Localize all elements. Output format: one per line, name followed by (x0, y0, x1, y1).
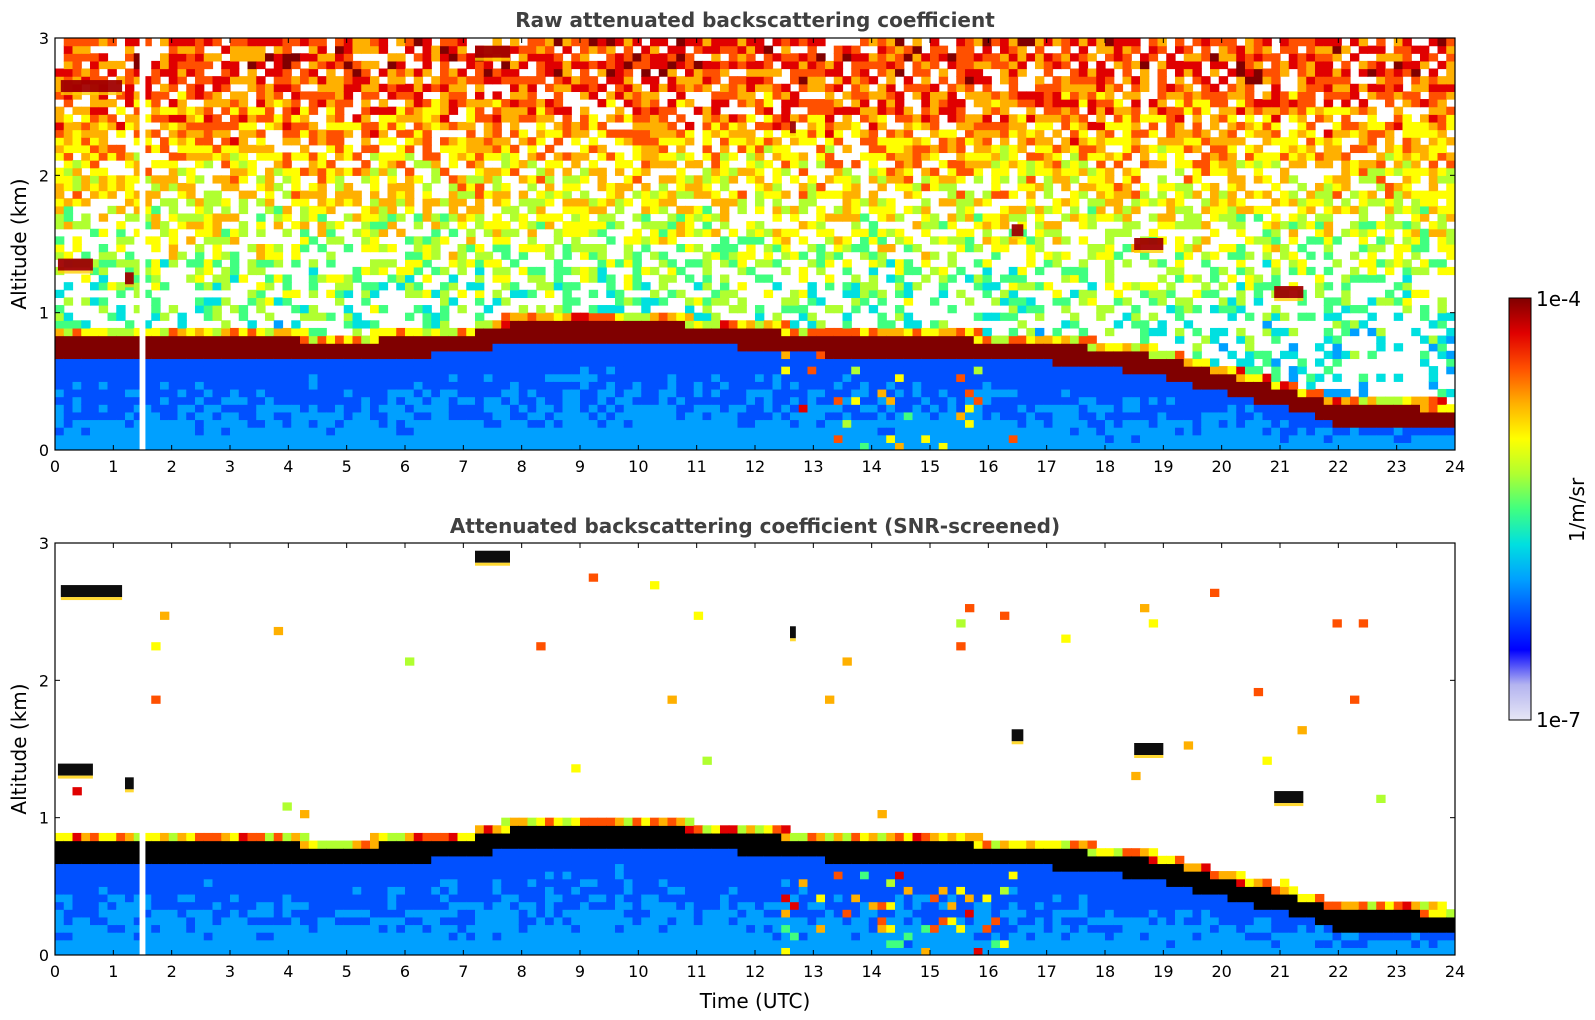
x-tick-label: 11 (686, 457, 706, 476)
ylabel-screened: Altitude (km) (7, 683, 31, 814)
screened-backscatter-heatmap (55, 543, 1455, 955)
x-tick-label: 4 (283, 962, 293, 981)
x-tick-label: 5 (342, 962, 352, 981)
x-tick-label: 19 (1153, 962, 1173, 981)
x-tick-label: 5 (342, 457, 352, 476)
x-tick-label: 22 (1328, 962, 1348, 981)
colorbar (1508, 297, 1532, 721)
x-tick-label: 8 (517, 457, 527, 476)
x-tick-label: 0 (50, 962, 60, 981)
x-tick-label: 21 (1270, 457, 1290, 476)
x-tick-label: 11 (686, 962, 706, 981)
x-tick-label: 24 (1445, 457, 1465, 476)
x-tick-label: 10 (628, 457, 648, 476)
x-tick-label: 16 (978, 962, 998, 981)
x-tick-label: 12 (745, 457, 765, 476)
xlabel-time: Time (UTC) (699, 989, 811, 1013)
x-tick-label: 13 (803, 457, 823, 476)
x-tick-label: 7 (458, 457, 468, 476)
y-tick-label: 1 (39, 304, 49, 323)
x-tick-label: 18 (1095, 962, 1115, 981)
x-tick-label: 23 (1386, 962, 1406, 981)
x-tick-label: 15 (920, 962, 940, 981)
axis-ticks-screened: 0 1 2 3 4 5 6 7 8 9 10 11 12 13 14 15 16 17 18 19 20 21 22 23 24… (39, 534, 1465, 981)
x-tick-label: 4 (283, 457, 293, 476)
x-tick-label: 6 (400, 962, 410, 981)
x-tick-label: 21 (1270, 962, 1290, 981)
x-tick-label: 22 (1328, 457, 1348, 476)
x-tick-label: 1 (108, 457, 118, 476)
x-tick-label: 18 (1095, 457, 1115, 476)
raw-backscatter-heatmap (55, 38, 1455, 450)
colorbar-unit-label: 1/m/sr (1565, 477, 1589, 542)
x-tick-label: 9 (575, 457, 585, 476)
panel-title-screened: Attenuated backscattering coefficient (S… (450, 514, 1060, 538)
x-tick-label: 2 (167, 457, 177, 476)
x-tick-label: 10 (628, 962, 648, 981)
x-tick-label: 8 (517, 962, 527, 981)
x-tick-label: 2 (167, 962, 177, 981)
x-tick-label: 14 (861, 962, 881, 981)
x-tick-label: 7 (458, 962, 468, 981)
axis-ticks-raw: 0 1 2 3 4 5 6 7 8 9 10 11 12 13 14 15 16 17 18 19 20 21 22 23 24… (39, 29, 1465, 476)
y-tick-label: 2 (39, 671, 49, 690)
x-tick-label: 17 (1036, 962, 1056, 981)
y-tick-label: 2 (39, 166, 49, 185)
x-tick-label: 23 (1386, 457, 1406, 476)
x-tick-label: 20 (1211, 962, 1231, 981)
y-tick-label: 3 (39, 534, 49, 553)
y-tick-label: 3 (39, 29, 49, 48)
y-tick-label: 1 (39, 809, 49, 828)
x-tick-label: 0 (50, 457, 60, 476)
y-tick-label: 0 (39, 946, 49, 965)
x-tick-label: 20 (1211, 457, 1231, 476)
x-tick-label: 9 (575, 962, 585, 981)
y-tick-label: 0 (39, 441, 49, 460)
panel-title-raw: Raw attenuated backscattering coefficien… (515, 8, 995, 32)
x-tick-label: 15 (920, 457, 940, 476)
x-tick-label: 12 (745, 962, 765, 981)
x-tick-label: 17 (1036, 457, 1056, 476)
x-tick-label: 3 (225, 962, 235, 981)
ylabel-raw: Altitude (km) (7, 178, 31, 309)
x-tick-label: 24 (1445, 962, 1465, 981)
colorbar-min-label: 1e-7 (1536, 708, 1581, 732)
x-tick-label: 13 (803, 962, 823, 981)
x-tick-label: 16 (978, 457, 998, 476)
x-tick-label: 1 (108, 962, 118, 981)
x-tick-label: 3 (225, 457, 235, 476)
x-tick-label: 19 (1153, 457, 1173, 476)
x-tick-label: 6 (400, 457, 410, 476)
colorbar-max-label: 1e-4 (1536, 287, 1581, 311)
x-tick-label: 14 (861, 457, 881, 476)
